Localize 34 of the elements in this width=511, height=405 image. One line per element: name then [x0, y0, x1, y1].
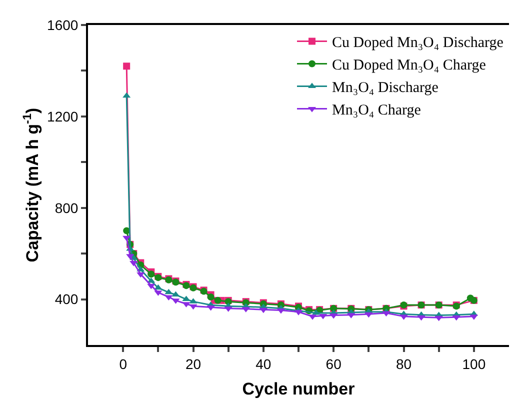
x-tick-label: 20: [185, 356, 202, 372]
point: [319, 314, 328, 320]
point: [154, 284, 162, 290]
point: [452, 315, 460, 321]
legend-label: Mn₃O₄ Charge: [332, 102, 422, 119]
y-tick-label: 400: [54, 291, 78, 308]
point: [417, 315, 426, 321]
x-tick-label: 100: [462, 356, 486, 372]
point: [130, 260, 138, 266]
point: [122, 236, 131, 242]
point: [189, 304, 198, 310]
point: [214, 296, 222, 304]
point: [259, 308, 268, 314]
y-tick-label: 800: [54, 200, 78, 216]
point: [182, 296, 190, 302]
y-tick-label: 1200: [47, 108, 78, 124]
point: [123, 62, 130, 70]
legend-label: Cu Doped Mn₃O₄ Discharge: [332, 35, 504, 52]
point: [434, 316, 443, 322]
point: [147, 284, 156, 290]
legend-label: Mn₃O₄ Discharge: [332, 80, 439, 96]
x-tick-label: 60: [326, 356, 342, 372]
point: [122, 92, 131, 98]
point: [364, 312, 373, 318]
x-axis-title: Cycle number: [242, 380, 356, 399]
legend-label: Cu Doped Mn₃O₄ Charge: [332, 58, 486, 74]
point: [148, 270, 155, 278]
x-tick-label: 0: [119, 356, 128, 372]
x-tick-label: 80: [396, 356, 412, 372]
y-tick-label: 1600: [47, 16, 78, 33]
point: [164, 288, 173, 294]
x-tick-label: 40: [256, 356, 272, 372]
point: [136, 272, 145, 278]
point: [207, 294, 214, 300]
